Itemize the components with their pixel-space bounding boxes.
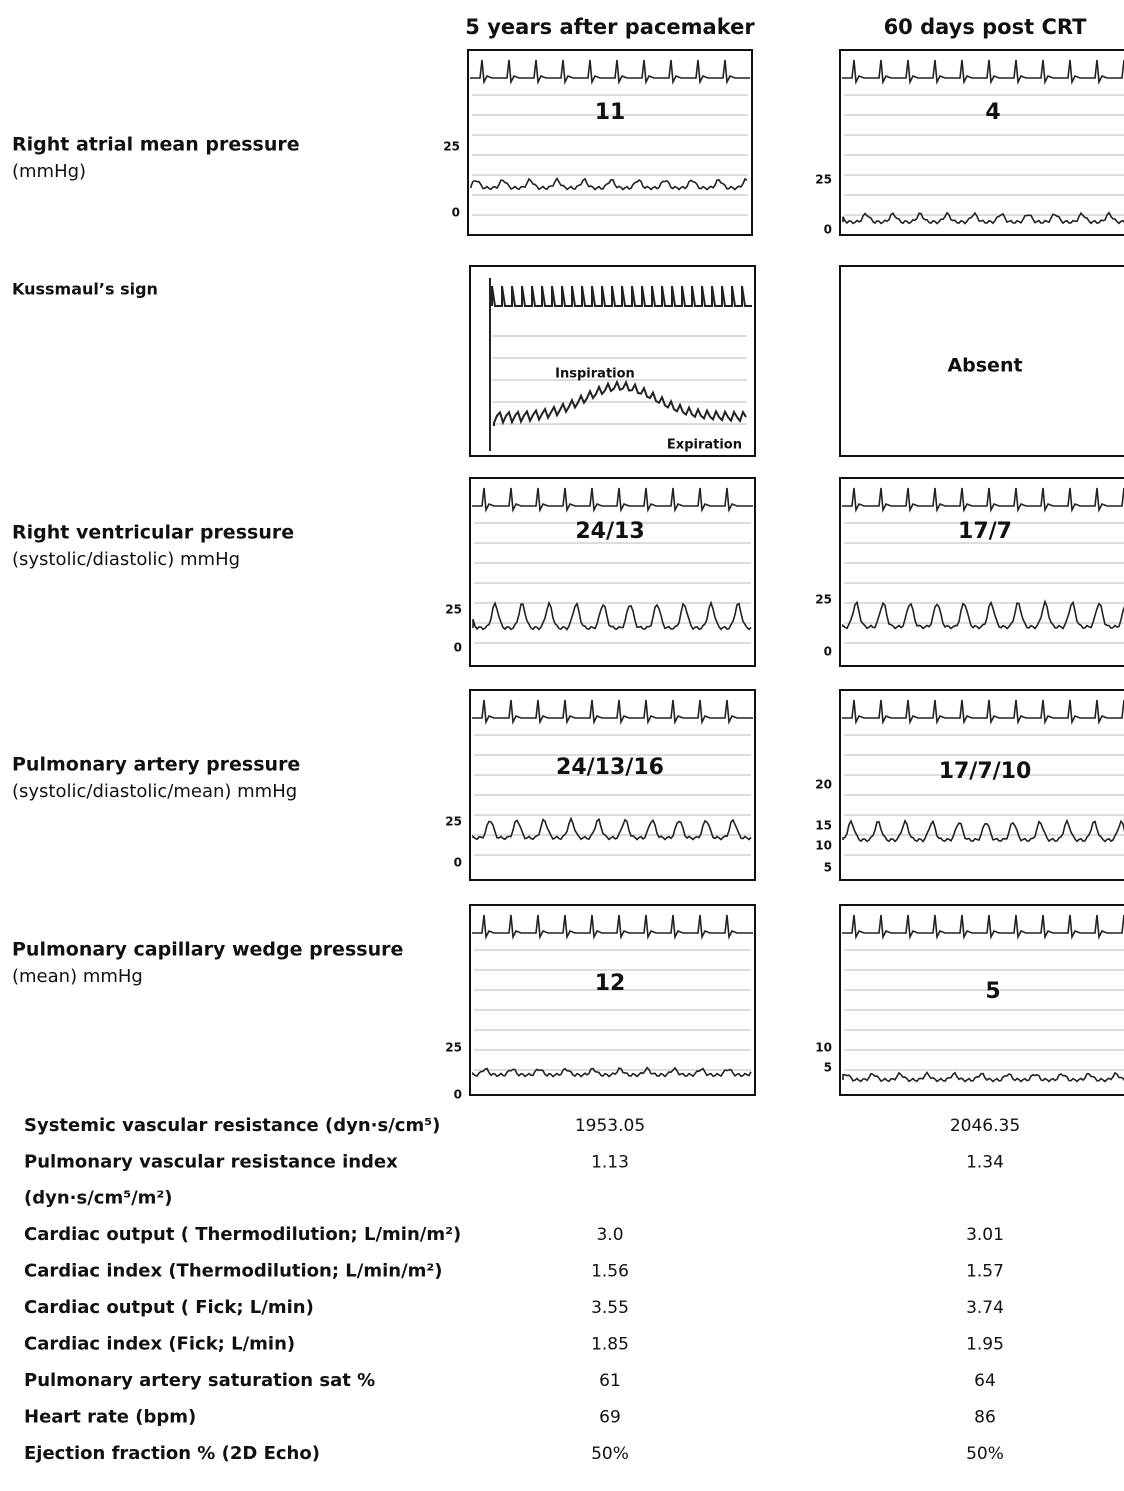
table-value: 1953.05	[575, 1116, 645, 1136]
table-label: Cardiac output ( Fick; L/min)	[24, 1297, 314, 1318]
row-sublabel: (systolic/diastolic) mmHg	[12, 549, 240, 570]
row-label: Right ventricular pressure	[12, 522, 294, 544]
tick-label: 25	[445, 603, 462, 617]
row-sublabel: (systolic/diastolic/mean) mmHg	[12, 781, 297, 802]
tick-label: 25	[445, 815, 462, 829]
table-value: 3.01	[966, 1225, 1004, 1245]
panel-value: 17/7/10	[939, 759, 1032, 784]
row-sublabel: (mean) mmHg	[12, 966, 143, 987]
tick-label: 25	[445, 1041, 462, 1055]
ecg-trace	[842, 915, 1124, 937]
tick-label: 0	[454, 1088, 462, 1102]
tick-label: 5	[824, 1061, 832, 1075]
table-value: 61	[599, 1371, 621, 1391]
annotation: Expiration	[667, 438, 742, 453]
table-value: 1.85	[591, 1335, 629, 1355]
tick-label: 10	[815, 839, 832, 853]
panel-value: 5	[985, 979, 1000, 1004]
table-value: 69	[599, 1408, 621, 1428]
table-value: 1.57	[966, 1262, 1004, 1282]
panel-value: 24/13/16	[556, 755, 664, 780]
table-label: Pulmonary artery saturation sat %	[24, 1370, 375, 1391]
table-label: Cardiac index (Fick; L/min)	[24, 1334, 295, 1355]
figure: 5 years after pacemaker 60 days post CRT…	[0, 0, 1124, 1491]
table-value: 3.74	[966, 1298, 1004, 1318]
table-value: 50%	[591, 1444, 629, 1464]
row-sublabel: (mmHg)	[12, 161, 86, 182]
table-value: 86	[974, 1408, 996, 1428]
pressure-trace	[471, 179, 747, 190]
ecg-trace	[842, 60, 1124, 82]
tick-label: 10	[815, 1041, 832, 1055]
tick-label: 0	[452, 206, 460, 220]
ecg-trace	[842, 700, 1124, 722]
ecg-trace	[472, 488, 753, 510]
row-label: Pulmonary capillary wedge pressure	[12, 939, 403, 961]
column-header: 60 days post CRT	[884, 15, 1088, 39]
tick-label: 0	[454, 856, 462, 870]
table-value: 3.0	[596, 1225, 623, 1245]
pressure-trace	[843, 213, 1124, 224]
table-value: 1.56	[591, 1262, 629, 1282]
table-label: Systemic vascular resistance (dyn·s/cm⁵)	[24, 1115, 440, 1136]
table-value: 50%	[966, 1444, 1004, 1464]
tick-label: 15	[815, 819, 832, 833]
panel-value: Absent	[947, 355, 1022, 377]
row-label: Right atrial mean pressure	[12, 134, 300, 156]
panel-value: 12	[595, 971, 626, 996]
tick-label: 25	[815, 593, 832, 607]
pressure-trace	[843, 821, 1124, 842]
ecg-trace	[472, 700, 753, 722]
row-label: Pulmonary artery pressure	[12, 754, 300, 776]
tick-label: 0	[454, 641, 462, 655]
table-value: 1.95	[966, 1335, 1004, 1355]
annotation: Inspiration	[555, 367, 635, 382]
table-label: Heart rate (bpm)	[24, 1407, 196, 1428]
table-label: (dyn·s/cm⁵/m²)	[24, 1188, 173, 1209]
table-value: 1.13	[591, 1153, 629, 1173]
panel-value: 17/7	[958, 519, 1012, 544]
tick-label: 25	[815, 173, 832, 187]
pressure-trace	[843, 1073, 1124, 1082]
ecg-trace	[842, 488, 1124, 510]
tick-label: 0	[824, 223, 832, 237]
tick-label: 5	[824, 861, 832, 875]
table-label: Pulmonary vascular resistance index	[24, 1152, 398, 1173]
panel-value: 11	[595, 100, 626, 125]
pressure-trace	[473, 819, 751, 840]
pressure-trace	[843, 602, 1124, 629]
ecg-trace	[492, 286, 752, 306]
row-label: Kussmaul’s sign	[12, 280, 158, 299]
panel-value: 24/13	[575, 519, 644, 544]
panel-value: 4	[985, 100, 1000, 125]
tick-label: 20	[815, 778, 832, 792]
column-header: 5 years after pacemaker	[465, 15, 755, 39]
tick-label: 25	[443, 140, 460, 154]
table-value: 2046.35	[950, 1116, 1020, 1136]
table-label: Ejection fraction % (2D Echo)	[24, 1443, 320, 1464]
pressure-trace	[473, 1068, 751, 1077]
pressure-trace	[473, 603, 751, 630]
tick-label: 0	[824, 645, 832, 659]
table-value: 3.55	[591, 1298, 629, 1318]
table-value: 64	[974, 1371, 996, 1391]
table-label: Cardiac output ( Thermodilution; L/min/m…	[24, 1224, 461, 1245]
pressure-trace	[494, 382, 746, 426]
table-label: Cardiac index (Thermodilution; L/min/m²)	[24, 1261, 443, 1282]
table-value: 1.34	[966, 1153, 1004, 1173]
ecg-trace	[470, 60, 750, 82]
ecg-trace	[472, 915, 753, 937]
